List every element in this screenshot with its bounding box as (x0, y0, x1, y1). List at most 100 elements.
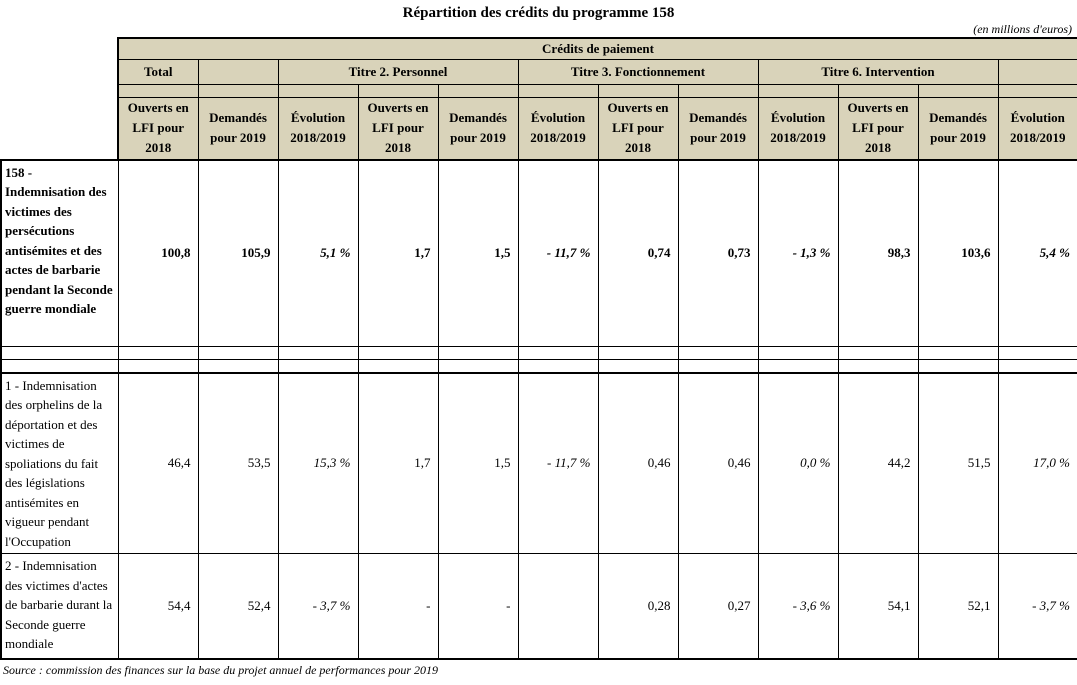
value-cell: - 3,7 % (277, 553, 359, 660)
value-cell: 54,4 (117, 553, 199, 660)
header-corner-blank (1, 97, 118, 160)
spacer-cell (517, 346, 599, 361)
column-header-demandes-2019: Demandés pour 2019 (197, 97, 279, 161)
value-cell: 53,5 (197, 372, 279, 555)
value-cell: - 11,7 % (517, 159, 599, 348)
value-cell: 98,3 (837, 159, 919, 348)
value-cell: 54,1 (837, 553, 919, 660)
column-header-evolution: Évolution 2018/2019 (517, 97, 599, 161)
value-cell: - 11,7 % (517, 372, 599, 555)
spacer-cell (277, 359, 359, 374)
spacer-cell (277, 346, 359, 361)
credits-table: Crédits de paiement Total Titre 2. Perso… (0, 37, 1077, 660)
value-cell: 51,5 (917, 372, 999, 555)
header-spacer-cell (437, 84, 519, 99)
value-cell: - 3,7 % (997, 553, 1077, 660)
value-cell: 103,6 (917, 159, 999, 348)
table-row-action-1: 1 - Indemnisation des orphelins de la dé… (0, 372, 1077, 555)
spacer-cell (517, 359, 599, 374)
value-cell: - (437, 553, 519, 660)
table-row-programme-158: 158 - Indemnisation des victimes des per… (0, 158, 1077, 348)
value-cell: - 1,3 % (757, 159, 839, 348)
value-cell: 1,5 (437, 159, 519, 348)
header-spacer-cell (597, 84, 679, 99)
spacer-cell (357, 346, 439, 361)
value-cell: 1,5 (437, 372, 519, 555)
top-header-credits-de-paiement: Crédits de paiement (117, 37, 1077, 61)
spacer-cell (997, 346, 1077, 361)
column-header-ouverts-lfi-2018: Ouverts en LFI pour 2018 (117, 97, 199, 161)
value-cell: 0,74 (597, 159, 679, 348)
header-spacer-cell (277, 84, 359, 99)
spacer-row (0, 359, 1077, 374)
group-header-blank (197, 59, 279, 86)
value-cell: 1,7 (357, 372, 439, 555)
page-title: Répartition des crédits du programme 158 (402, 5, 675, 21)
value-cell: 105,9 (197, 159, 279, 348)
spacer-cell (837, 346, 919, 361)
group-header-titre6-intervention: Titre 6. Intervention (757, 59, 999, 86)
row-label: 2 - Indemnisation des victimes d'actes d… (0, 553, 119, 660)
value-cell: 0,27 (677, 553, 759, 660)
spacer-cell (0, 359, 119, 374)
units-note: (en millions d'euros) (973, 22, 1072, 36)
value-cell (517, 553, 599, 660)
row-label: 1 - Indemnisation des orphelins de la dé… (0, 372, 119, 555)
spacer-cell (597, 346, 679, 361)
spacer-cell (917, 359, 999, 374)
header-corner-blank (1, 84, 118, 98)
header-spacer-cell (117, 84, 199, 99)
group-header-total: Total (117, 59, 199, 86)
value-cell: 0,46 (677, 372, 759, 555)
column-header-evolution: Évolution 2018/2019 (757, 97, 839, 161)
header-row-columns: Ouverts en LFI pour 2018 Demandés pour 2… (1, 97, 1077, 161)
spacer-cell (437, 359, 519, 374)
spacer-cell (917, 346, 999, 361)
value-cell: 17,0 % (997, 372, 1077, 555)
column-header-evolution: Évolution 2018/2019 (277, 97, 359, 161)
spacer-cell (997, 359, 1077, 374)
spacer-cell (757, 346, 839, 361)
header-spacer-cell (197, 84, 279, 99)
value-cell: 5,4 % (997, 159, 1077, 348)
spacer-cell (357, 359, 439, 374)
row-label: 158 - Indemnisation des victimes des per… (0, 158, 119, 348)
header-spacer-cell (917, 84, 999, 99)
spacer-cell (197, 359, 279, 374)
value-cell: 0,0 % (757, 372, 839, 555)
column-header-demandes-2019: Demandés pour 2019 (437, 97, 519, 161)
spacer-cell (197, 346, 279, 361)
spacer-cell (677, 346, 759, 361)
spacer-cell (677, 359, 759, 374)
value-cell: 0,73 (677, 159, 759, 348)
spacer-cell (437, 346, 519, 361)
value-cell: - 3,6 % (757, 553, 839, 660)
column-header-ouverts-lfi-2018: Ouverts en LFI pour 2018 (837, 97, 919, 161)
header-row-top: Crédits de paiement (1, 37, 1077, 61)
table-row-action-2: 2 - Indemnisation des victimes d'actes d… (0, 553, 1077, 660)
value-cell: 15,3 % (277, 372, 359, 555)
header-spacer-cell (997, 84, 1077, 99)
header-spacer-cell (517, 84, 599, 99)
spacer-cell (117, 359, 199, 374)
spacer-cell (597, 359, 679, 374)
header-spacer-cell (357, 84, 439, 99)
value-cell: 100,8 (117, 159, 199, 348)
column-header-ouverts-lfi-2018: Ouverts en LFI pour 2018 (597, 97, 679, 161)
value-cell: 5,1 % (277, 159, 359, 348)
spacer-cell (117, 346, 199, 361)
header-row-groups: Total Titre 2. Personnel Titre 3. Foncti… (1, 59, 1077, 86)
spacer-row (0, 346, 1077, 361)
value-cell: - (357, 553, 439, 660)
value-cell: 46,4 (117, 372, 199, 555)
value-cell: 1,7 (357, 159, 439, 348)
column-header-ouverts-lfi-2018: Ouverts en LFI pour 2018 (357, 97, 439, 161)
column-header-evolution: Évolution 2018/2019 (997, 97, 1077, 161)
group-header-blank (997, 59, 1077, 86)
header-spacer-cell (757, 84, 839, 99)
value-cell: 0,46 (597, 372, 679, 555)
header-corner-blank (1, 38, 118, 60)
header-spacer-cell (837, 84, 919, 99)
header-corner-blank (1, 59, 118, 85)
value-cell: 52,1 (917, 553, 999, 660)
